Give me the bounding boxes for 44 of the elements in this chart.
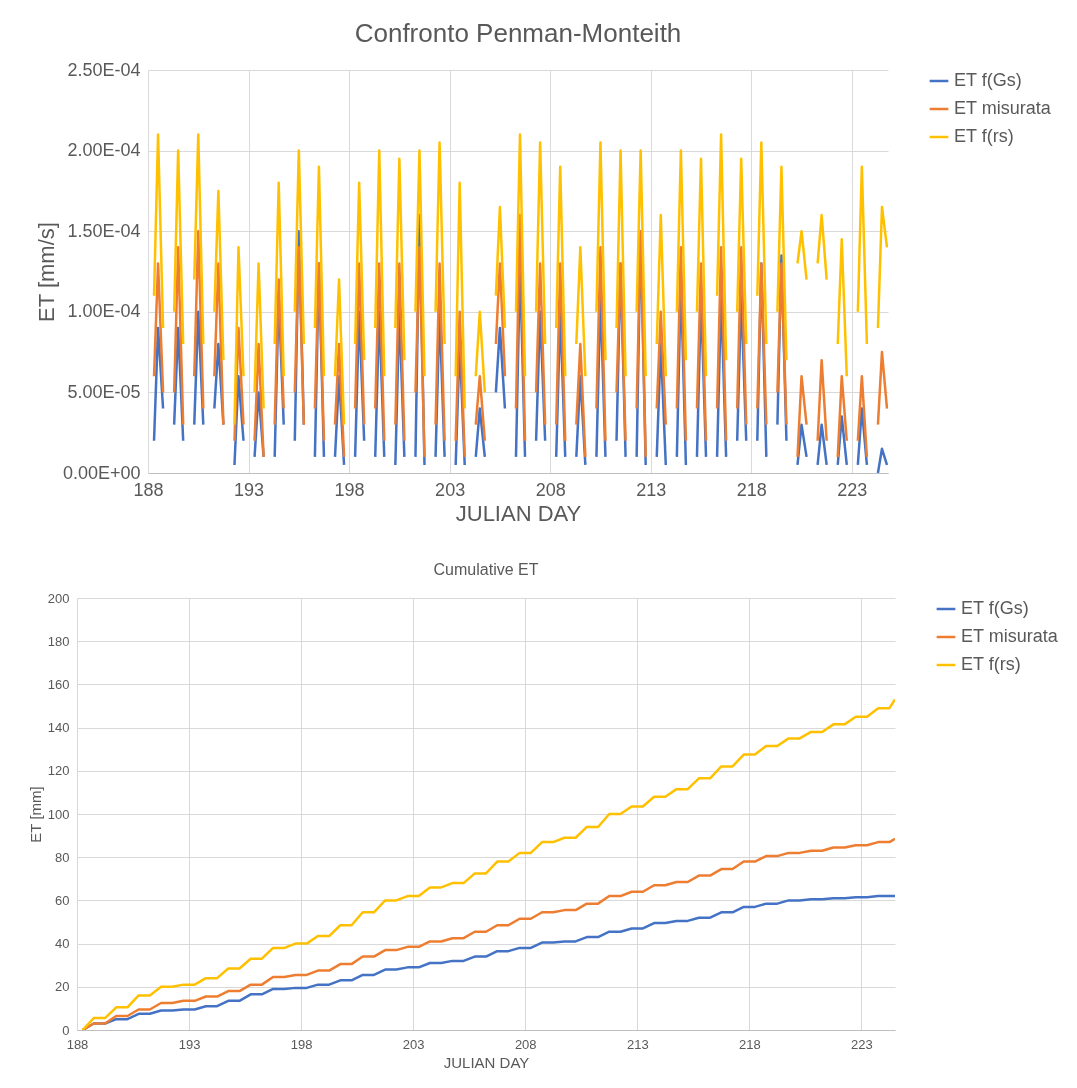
legend-label: ET misurata <box>954 98 1052 118</box>
legend-label: ET f(rs) <box>954 126 1014 146</box>
chart-title: Confronto Penman-Monteith <box>354 18 682 48</box>
x-tick-label: 193 <box>234 479 265 500</box>
legend-label: ET f(Gs) <box>961 598 1029 618</box>
chart-title: Cumulative ET <box>433 561 539 578</box>
y-tick-label: 120 <box>47 763 70 779</box>
y-tick-label: 5.00E-05 <box>67 381 141 402</box>
y-tick-label: 160 <box>47 676 70 692</box>
legend-label: ET f(rs) <box>961 654 1021 674</box>
x-tick-label: 203 <box>435 479 466 500</box>
y-tick-label: 200 <box>47 590 70 606</box>
x-axis-title: JULIAN DAY <box>455 500 582 526</box>
legend-label: ET misurata <box>961 626 1059 646</box>
x-tick-label: 208 <box>514 1036 537 1052</box>
x-tick-label: 223 <box>837 479 868 500</box>
y-tick-label: 1.00E-04 <box>67 301 141 322</box>
y-tick-label: 40 <box>55 936 70 952</box>
legend-label: ET f(Gs) <box>954 70 1022 90</box>
y-tick-label: 1.50E-04 <box>67 220 141 241</box>
x-tick-label: 198 <box>334 479 365 500</box>
x-tick-label: 223 <box>851 1036 873 1052</box>
y-tick-label: 100 <box>47 806 70 822</box>
x-tick-label: 213 <box>636 479 667 500</box>
x-tick-label: 198 <box>290 1036 313 1052</box>
y-axis-title: ET [mm/s] <box>33 222 59 322</box>
y-tick-label: 2.00E-04 <box>67 140 141 161</box>
y-tick-label: 20 <box>55 979 70 995</box>
x-axis-title: JULIAN DAY <box>443 1053 530 1071</box>
y-tick-label: 60 <box>55 892 70 908</box>
x-tick-label: 203 <box>402 1036 425 1052</box>
y-tick-label: 2.50E-04 <box>67 59 141 80</box>
x-tick-label: 213 <box>626 1036 649 1052</box>
x-tick-label: 208 <box>535 479 566 500</box>
x-tick-label: 218 <box>736 479 767 500</box>
y-tick-label: 0 <box>62 1022 70 1038</box>
x-tick-label: 188 <box>66 1036 89 1052</box>
x-tick-label: 193 <box>178 1036 201 1052</box>
y-axis-title: ET [mm] <box>26 786 44 843</box>
x-tick-label: 218 <box>738 1036 761 1052</box>
y-tick-label: 180 <box>47 633 70 649</box>
line-series <box>81 698 895 1030</box>
y-tick-label: 80 <box>55 849 70 865</box>
y-tick-label: 140 <box>47 720 70 736</box>
